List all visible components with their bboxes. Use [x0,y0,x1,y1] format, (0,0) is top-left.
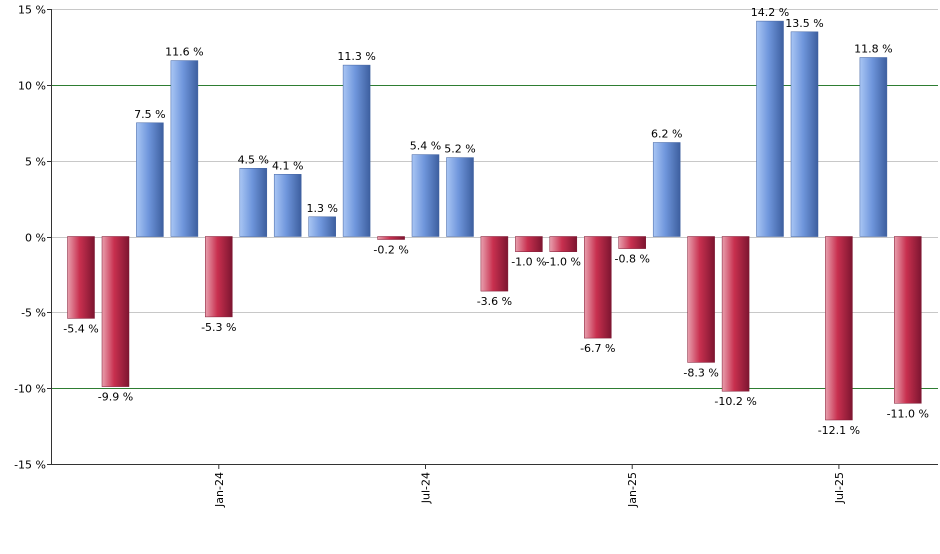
bar [136,122,164,237]
bar [618,236,646,249]
bar [790,31,819,237]
bar [825,236,853,421]
x-tick-label: Jan-24 [213,472,226,508]
data-label: 1.3 % [306,202,337,215]
data-label: -11.0 % [887,407,929,420]
data-label: -10.2 % [714,395,756,408]
bar [756,20,784,237]
data-label: 14.2 % [751,6,789,19]
bar [170,60,199,237]
x-axis-ticks: Jan-24 Jul-24 Jan-25 Jul-25 [213,464,846,508]
y-tick-label: 10 % [18,80,46,93]
y-tick-label: -10 % [14,383,46,396]
data-label: -5.3 % [201,321,236,334]
bar [549,236,578,252]
data-label: 6.2 % [651,128,682,141]
bar [721,236,750,392]
bar [411,154,440,237]
data-label: -1.0 % [511,256,546,269]
bar [859,57,888,237]
bars [67,20,922,421]
x-tick-label: Jul-24 [420,472,433,504]
bar [480,236,509,292]
y-tick-label: 5 % [25,156,46,169]
y-axis-ticks: 15 % 10 % 5 % 0 % -5 % -10 % -15 % [14,4,51,472]
data-label: -5.4 % [63,322,98,335]
x-tick-label: Jul-25 [833,472,846,504]
data-label: -0.2 % [373,244,408,257]
data-label: 7.5 % [134,108,165,121]
y-tick-label: -15 % [14,459,46,472]
data-label: -12.1 % [818,424,860,437]
bar [652,142,681,237]
data-labels: -5.4 % -9.9 % 7.5 % 11.6 % -5.3 % 4.5 % 4.1 % 1… [63,6,929,437]
axes [51,9,938,465]
data-label: -9.9 % [98,391,133,404]
data-label: 11.3 % [337,50,375,63]
data-label: 5.4 % [410,140,441,153]
bar [205,236,233,318]
data-label: 4.5 % [238,153,269,166]
data-label: 13.5 % [785,17,823,30]
y-tick-label: 15 % [18,4,46,17]
data-label: -6.7 % [580,342,615,355]
bar [584,236,612,339]
bar [273,174,302,237]
bar [67,236,95,319]
data-label: 4.1 % [272,159,303,172]
bar [342,64,371,237]
y-tick-label: -5 % [21,307,46,320]
bar [239,168,268,237]
bar [894,236,922,404]
bar [515,236,543,252]
y-tick-label: 0 % [25,232,46,245]
data-label: 11.6 % [165,46,203,59]
bar [101,236,130,387]
data-label: 5.2 % [444,143,475,156]
data-label: -1.0 % [546,256,581,269]
data-label: 11.8 % [854,43,892,56]
bar [687,236,715,363]
bar [308,216,336,237]
data-label: -0.8 % [614,253,649,266]
bar [446,157,474,237]
data-label: -3.6 % [477,295,512,308]
data-label: -8.3 % [683,366,718,379]
x-tick-label: Jan-25 [626,472,639,508]
bar [377,236,405,240]
